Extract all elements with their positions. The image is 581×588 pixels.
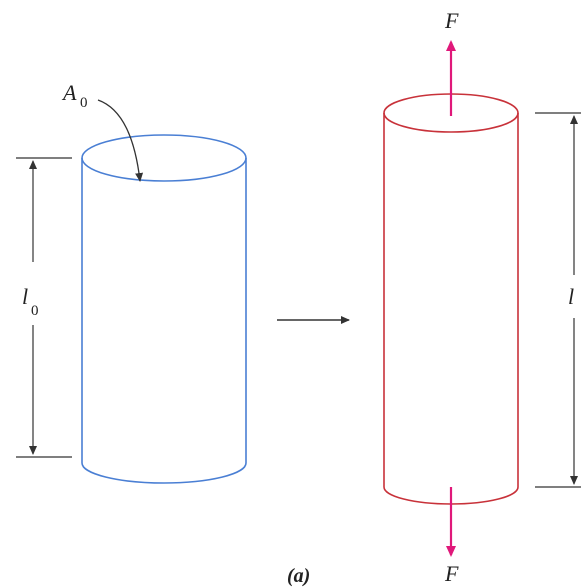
area-pointer-arrow [97,99,144,182]
area-label-sub: 0 [80,95,88,111]
final-length-dimension: l [535,112,581,488]
original-cylinder-body [81,158,247,484]
figure-caption: (a) [287,565,310,587]
bottom-force-label: F [444,561,459,586]
area-label-main: A [61,80,77,105]
original-cylinder-top [81,134,247,182]
original-length-label-sub: 0 [31,303,39,319]
stretched-cylinder-body [383,113,519,505]
original-length-label-main: l [22,284,28,309]
original-cylinder [81,134,247,484]
final-length-label: l [568,284,574,309]
area-label: A 0 [61,80,144,182]
top-force-label: F [444,8,459,33]
stretched-cylinder [383,93,519,505]
original-length-dimension: l 0 [16,157,72,458]
force-arrows: F F [444,8,459,586]
